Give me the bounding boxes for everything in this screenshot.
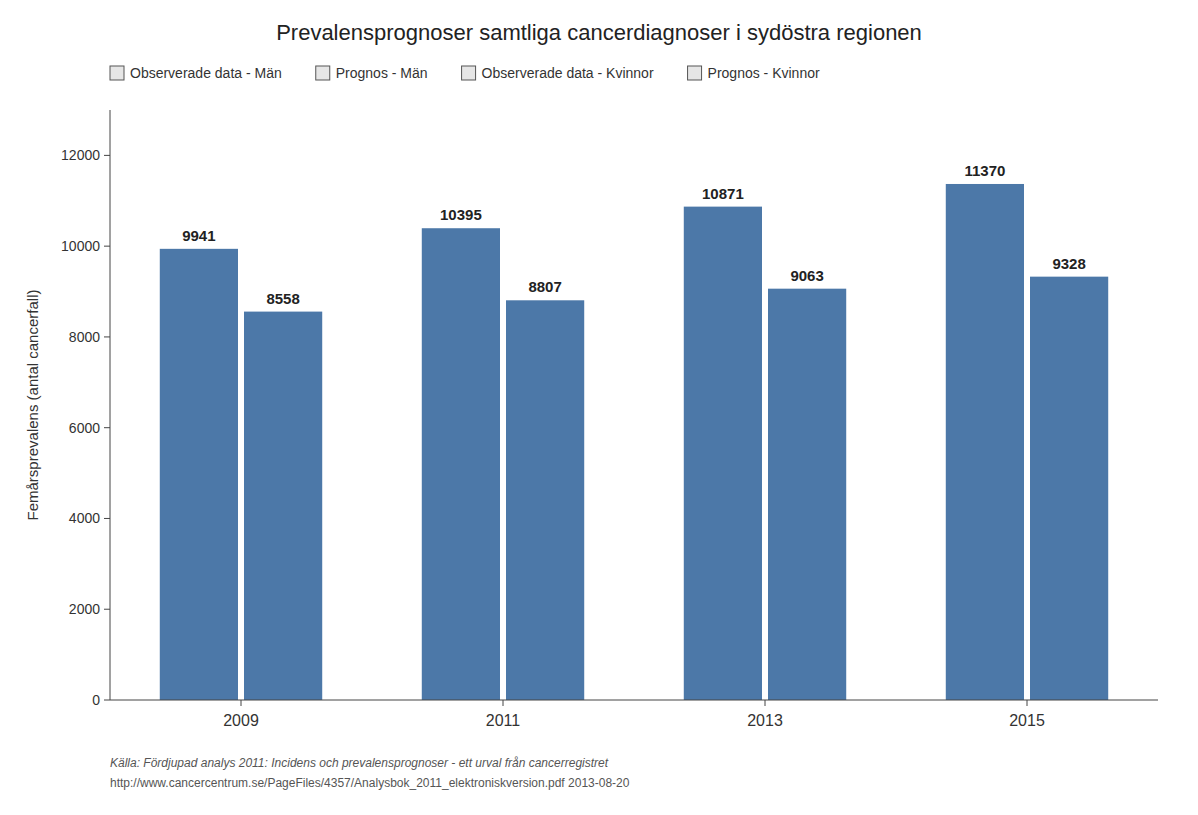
x-tick-label: 2013 [747, 712, 783, 729]
y-tick [104, 700, 110, 701]
legend-swatch [688, 66, 702, 80]
legend: Observerade data - Män Prognos - Män Obser… [110, 65, 820, 81]
y-axis-line [110, 110, 111, 700]
bars [160, 184, 1108, 700]
bar [1030, 277, 1108, 700]
data-label: 10871 [702, 185, 744, 202]
y-tick-label: 12000 [61, 147, 100, 163]
bar [244, 312, 322, 700]
bar [768, 289, 846, 700]
y-tick-label: 2000 [69, 601, 100, 617]
data-label: 8558 [266, 290, 299, 307]
legend-swatch [110, 66, 124, 80]
x-tick [503, 700, 504, 706]
bar [160, 249, 238, 700]
source: Källa: Fördjupad analys 2011: Incidens o… [110, 756, 609, 770]
legend-label: Prognos - Män [336, 65, 428, 81]
y-axis-label: Femårsprevalens (antal cancerfall) [24, 290, 41, 521]
bar [946, 184, 1024, 700]
legend-label: Prognos - Kvinnor [708, 65, 820, 81]
y-tick [104, 246, 110, 247]
data-label: 9328 [1052, 255, 1085, 272]
y-axis: 0 2000 4000 6000 8000 10000 12000 Femårsprevale… [24, 110, 110, 708]
bar [684, 207, 762, 700]
background [0, 0, 1198, 815]
x-axis-line [110, 700, 1158, 701]
bar [506, 300, 584, 700]
data-labels: 9941 8558 10395 8807 10871 9063 11370 9328 [182, 162, 1086, 307]
x-tick-label: 2011 [486, 712, 521, 729]
chart: Prevalensprognoser samtliga cancerdiagno… [0, 0, 1198, 815]
page: {"chart_data": {"type": "bar", "title": … [0, 0, 1198, 815]
y-tick-label: 10000 [61, 238, 100, 254]
x-tick [765, 700, 766, 706]
y-tick [104, 427, 110, 428]
data-label: 9941 [182, 227, 215, 244]
source: http://www.cancercentrum.se/PageFiles/43… [110, 776, 630, 790]
y-tick [104, 155, 110, 156]
legend-swatch [462, 66, 476, 80]
y-tick [104, 336, 110, 337]
x-tick [241, 700, 242, 706]
x-tick-label: 2009 [223, 712, 259, 729]
x-tick-label: 2015 [1009, 712, 1045, 729]
y-tick [104, 609, 110, 610]
data-label: 11370 [964, 162, 1005, 179]
y-tick-label: 0 [92, 692, 100, 708]
data-label: 9063 [790, 267, 823, 284]
legend-label: Observerade data - Kvinnor [482, 65, 654, 81]
y-tick-label: 6000 [69, 420, 100, 436]
title: Prevalensprognoser samtliga cancerdiagno… [276, 20, 922, 45]
y-tick [104, 518, 110, 519]
bar [422, 228, 500, 700]
x-tick [1027, 700, 1028, 706]
data-label: 8807 [528, 278, 561, 295]
y-tick-label: 4000 [69, 510, 100, 526]
legend-label: Observerade data - Män [130, 65, 282, 81]
data-label: 10395 [440, 206, 482, 223]
legend-swatch [316, 66, 330, 80]
y-tick-label: 8000 [69, 329, 100, 345]
